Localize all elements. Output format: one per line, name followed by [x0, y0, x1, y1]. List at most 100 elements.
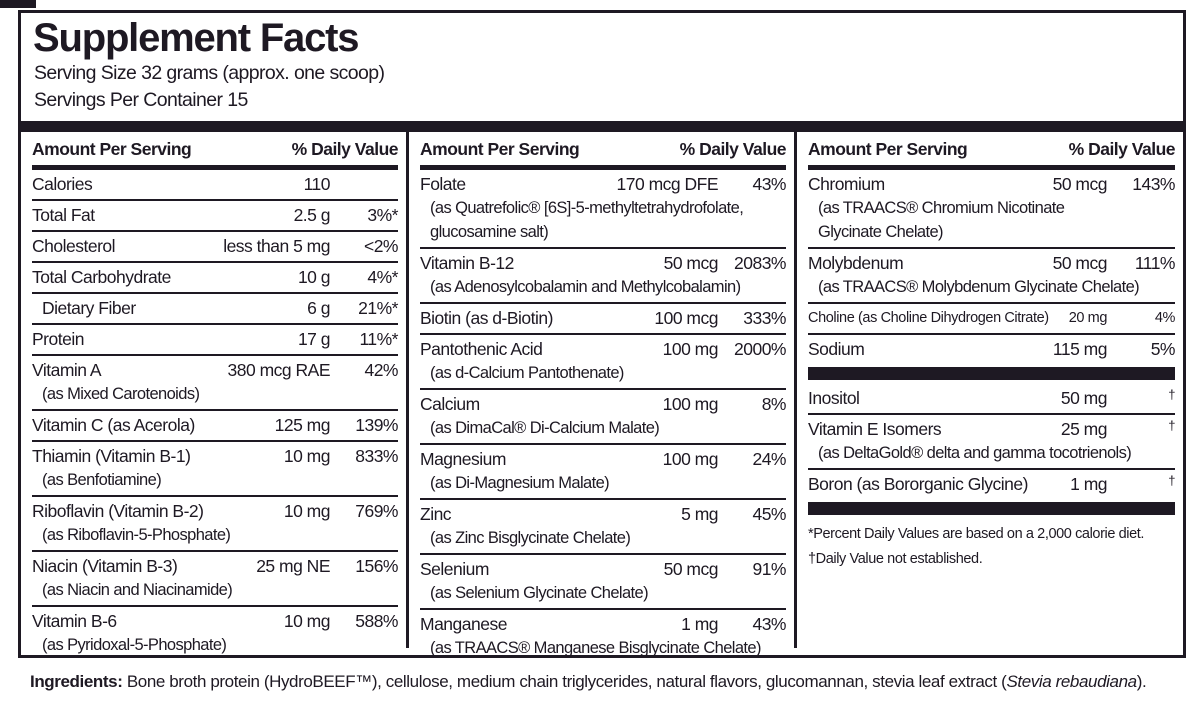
nutrient-daily-value: 4%*: [367, 267, 398, 287]
nutrient-daily-value: 42%: [364, 360, 398, 380]
nutrient-name: Selenium: [420, 559, 489, 579]
nutrient-row: Molybdenum 50 mcg 111% (as TRAACS® Molybden…: [808, 249, 1176, 304]
nutrient-name: Calcium: [420, 394, 480, 414]
nutrient-daily-value: 5%: [1150, 339, 1176, 359]
nutrient-rows: Chromium 50 mcg 143% (as TRAACS® Chromium N…: [808, 170, 1176, 515]
section-divider-bar: [808, 367, 1175, 380]
nutrient-amount: 50 mcg: [663, 253, 719, 273]
nutrient-row: Sodium 115 mg 5%: [808, 335, 1176, 364]
nutrient-row: Total Fat 2.5 g 3%*: [32, 201, 399, 232]
nutrient-name: Total Carbohydrate: [32, 267, 171, 287]
nutrient-line: Vitamin E Isomers 25 mg †: [808, 417, 1176, 441]
nutrient-amount: 1 mg: [681, 614, 718, 634]
ingredients-text-end: ).: [1136, 672, 1147, 691]
nutrient-daily-value: 21%*: [358, 298, 398, 318]
nutrient-amount: 380 mcg RAE: [227, 360, 331, 380]
section-divider-bar: [808, 502, 1175, 515]
nutrient-amount: 110: [303, 174, 331, 194]
footnotes: *Percent Daily Values are based on a 2,0…: [808, 519, 1175, 572]
nutrient-amount: 25 mg NE: [256, 556, 330, 576]
nutrient-name: Molybdenum: [808, 253, 904, 273]
nutrient-source: (as Riboflavin-5-Phosphate): [42, 526, 231, 544]
nutrient-amount: less than 5 mg: [223, 236, 330, 256]
nutrient-row: Chromium 50 mcg 143% (as TRAACS® Chromium N…: [808, 170, 1176, 249]
nutrient-name: Cholesterol: [32, 236, 116, 256]
nutrient-amount: 100 mg: [662, 339, 719, 359]
nutrient-line: Zinc 5 mg 45%: [420, 502, 787, 526]
nutrient-source: (as Niacin and Niacinamide): [42, 581, 233, 599]
nutrient-name: Vitamin B-12: [420, 253, 514, 273]
nutrient-amount: 10 mg: [283, 611, 331, 631]
nutrient-name: Calories: [32, 174, 93, 194]
nutrient-source: (as Pyridoxal-5-Phosphate): [42, 636, 227, 654]
nutrient-source: (as Selenium Glycinate Chelate): [430, 584, 649, 602]
nutrient-daily-value: †: [1168, 387, 1175, 402]
nutrient-name: Pantothenic Acid: [420, 339, 543, 359]
nutrient-source: (as d-Calcium Pantothenate): [430, 364, 624, 382]
nutrient-row: Vitamin C (as Acerola) 125 mg 139%: [32, 411, 399, 442]
column-divider: [406, 132, 409, 648]
nutrient-line: Calcium 100 mg 8%: [420, 392, 787, 416]
nutrient-name: Thiamin (Vitamin B-1): [32, 446, 191, 466]
nutrient-amount: 1 mg: [1070, 474, 1107, 494]
nutrient-line: Inositol 50 mg †: [808, 386, 1176, 410]
nutrient-name: Niacin (Vitamin B-3): [32, 556, 178, 576]
nutrient-row: Thiamin (Vitamin B-1) 10 mg 833% (as Benfot…: [32, 442, 399, 497]
ingredients-statement: Ingredients: Bone broth protein (HydroBE…: [30, 669, 1195, 695]
nutrient-daily-value: 139%: [355, 415, 398, 435]
nutrient-name: Protein: [32, 329, 84, 349]
nutrient-daily-value: 3%*: [367, 205, 398, 225]
nutrient-source: (as TRAACS® Chromium Nicotinate: [818, 199, 1065, 217]
nutrient-line: Folate 170 mcg DFE 43%: [420, 172, 787, 196]
nutrient-name: Folate: [420, 174, 466, 194]
nutrient-line: Niacin (Vitamin B-3) 25 mg NE 156%: [32, 554, 399, 578]
nutrient-daily-value: 43%: [752, 614, 786, 634]
nutrient-line: Vitamin B-12 50 mcg 2083%: [420, 251, 787, 275]
nutrient-row: Dietary Fiber 6 g 21%*: [32, 294, 399, 325]
nutrient-row: Vitamin A 380 mcg RAE 42% (as Mixed Caroten…: [32, 356, 399, 411]
amount-per-serving-header: Amount Per Serving: [32, 139, 192, 159]
nutrient-amount: 115 mg: [1052, 339, 1108, 359]
nutrient-line: Pantothenic Acid 100 mg 2000%: [420, 337, 787, 361]
nutrient-daily-value: 2000%: [734, 339, 787, 359]
nutrient-amount: 25 mg: [1060, 419, 1108, 439]
nutrient-row: Riboflavin (Vitamin B-2) 10 mg 769% (as Rib…: [32, 497, 399, 552]
header-separator-bar: [21, 121, 1183, 132]
nutrient-line: Selenium 50 mcg 91%: [420, 557, 787, 581]
nutrient-daily-value: 8%: [761, 394, 787, 414]
nutrient-line: Molybdenum 50 mcg 111%: [808, 251, 1176, 275]
nutrient-daily-value: 769%: [355, 501, 398, 521]
nutrient-source: (as DimaCal® Di-Calcium Malate): [430, 419, 660, 437]
nutrient-source: (as TRAACS® Molybdenum Glycinate Chelate…: [818, 278, 1140, 296]
nutrient-line: Magnesium 100 mg 24%: [420, 447, 787, 471]
nutrient-row: Choline (as Choline Dihydrogen Citrate) 2…: [808, 304, 1175, 335]
nutrient-amount: 5 mg: [681, 504, 718, 524]
nutrient-amount: 50 mcg: [1052, 253, 1108, 273]
daily-value-header: % Daily Value: [291, 139, 399, 159]
nutrient-line: Total Carbohydrate 10 g 4%*: [32, 265, 399, 289]
nutrient-row: Calories 110: [32, 170, 398, 201]
nutrient-row: Zinc 5 mg 45% (as Zinc Bisglycinate Chelate…: [420, 500, 787, 555]
daily-value-header: % Daily Value: [679, 139, 787, 159]
nutrient-daily-value: 11%*: [359, 329, 398, 349]
footnote: †Daily Value not established.: [808, 551, 983, 567]
panel-title: Supplement Facts: [33, 16, 360, 60]
nutrient-name: Magnesium: [420, 449, 506, 469]
nutrient-source: (as Quatrefolic® [6S]-5-methyltetrahydro…: [430, 199, 744, 217]
nutrient-amount: 20 mg: [1068, 310, 1108, 326]
daily-value-header: % Daily Value: [1068, 139, 1176, 159]
nutrient-name: Boron (as Bororganic Glycine): [808, 474, 1028, 494]
nutrient-row: Biotin (as d-Biotin) 100 mcg 333%: [420, 304, 787, 335]
nutrient-amount: 100 mg: [662, 394, 719, 414]
nutrient-row: Protein 17 g 11%*: [32, 325, 399, 356]
nutrient-amount: 50 mg: [1060, 388, 1108, 408]
nutrient-name: Choline (as Choline Dihydrogen Citrate): [808, 310, 1049, 326]
column-header: Amount Per Serving % Daily Value: [420, 132, 787, 170]
nutrient-amount: 100 mcg: [654, 308, 718, 328]
nutrient-row: Manganese 1 mg 43% (as TRAACS® Manganese Bi…: [420, 610, 787, 663]
nutrient-row: Selenium 50 mcg 91% (as Selenium Glycinate …: [420, 555, 787, 610]
nutrient-daily-value: 4%: [1154, 310, 1176, 326]
nutrient-row: Cholesterol less than 5 mg <2%: [32, 232, 399, 263]
nutrient-amount: 2.5 g: [293, 205, 331, 225]
nutrient-source: (as Mixed Carotenoids): [42, 385, 200, 403]
